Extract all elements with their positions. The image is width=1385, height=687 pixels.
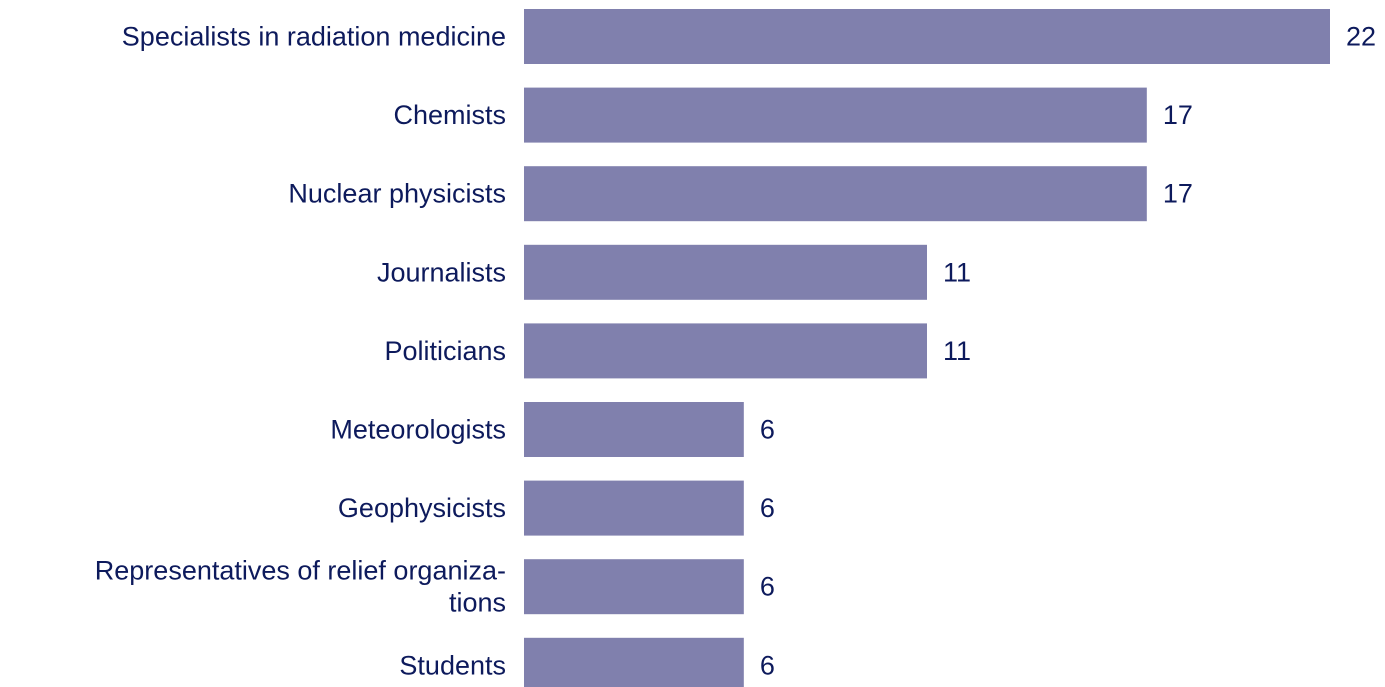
- bar: [524, 87, 1147, 143]
- data-label: 6: [760, 415, 775, 445]
- data-label: 6: [760, 572, 775, 602]
- bar: [524, 402, 744, 457]
- bar: [524, 480, 744, 536]
- bars-group: [524, 9, 1330, 687]
- bar: [524, 559, 744, 615]
- category-label: Representatives of relief organiza-tions: [95, 556, 506, 618]
- category-label-line: tions: [449, 588, 506, 618]
- category-label: Students: [399, 650, 506, 680]
- category-label: Chemists: [393, 100, 506, 130]
- bar: [524, 323, 927, 379]
- category-label: Politicians: [384, 336, 506, 366]
- category-label: Journalists: [377, 257, 506, 287]
- category-label-line: Meteorologists: [330, 415, 506, 445]
- bar: [524, 637, 744, 687]
- category-labels-group: Specialists in radiation medicine Chemist…: [95, 22, 506, 681]
- category-label-line: Specialists in radiation medicine: [122, 22, 506, 52]
- category-label-line: Nuclear physicists: [288, 179, 506, 209]
- category-label: Meteorologists: [330, 415, 506, 445]
- data-label: 22: [1346, 22, 1376, 52]
- category-label: Geophysicists: [338, 493, 506, 523]
- data-label: 11: [943, 257, 971, 287]
- category-label-line: Geophysicists: [338, 493, 506, 523]
- bar: [524, 9, 1330, 64]
- category-label-line: Students: [399, 650, 506, 680]
- data-label: 17: [1163, 179, 1193, 209]
- category-label: Specialists in radiation medicine: [122, 22, 506, 52]
- value-labels-group: 22 17 17 11 11 6 6 6 6: [760, 22, 1376, 681]
- data-label: 11: [943, 336, 971, 366]
- bar: [524, 166, 1147, 222]
- bar: [524, 244, 927, 300]
- data-label: 6: [760, 650, 775, 680]
- category-label-line: Journalists: [377, 257, 506, 287]
- data-label: 6: [760, 493, 775, 523]
- category-label-line: Representatives of relief organiza-: [95, 556, 506, 586]
- category-label-line: Chemists: [393, 100, 506, 130]
- data-label: 17: [1163, 100, 1193, 130]
- category-label: Nuclear physicists: [288, 179, 506, 209]
- category-label-line: Politicians: [384, 336, 506, 366]
